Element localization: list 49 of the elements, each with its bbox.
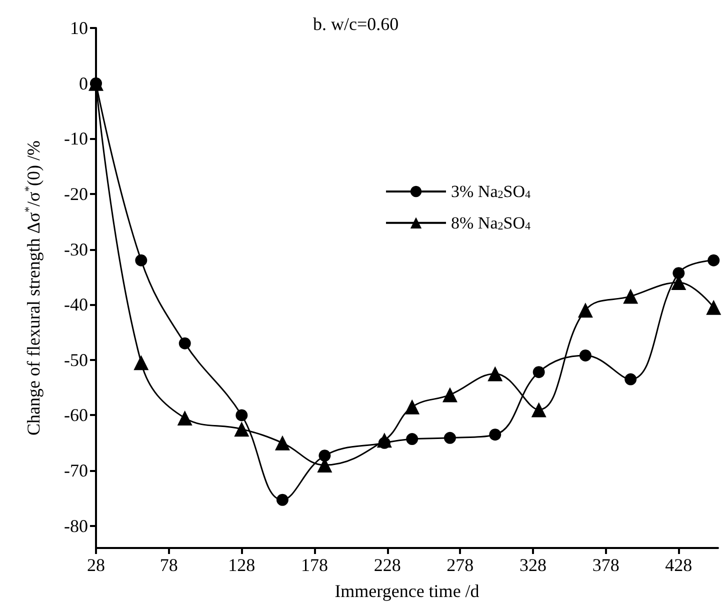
point xyxy=(708,254,720,266)
x-tick-label: 328 xyxy=(520,555,546,575)
point xyxy=(444,432,456,444)
point xyxy=(378,436,390,449)
x-tick-label: 28 xyxy=(87,555,105,575)
legend-label: 8% Na2SO4 xyxy=(451,213,531,232)
y-tick-label: -60 xyxy=(64,405,88,426)
point xyxy=(236,409,248,422)
point xyxy=(276,494,288,506)
x-tick-label: 278 xyxy=(446,555,474,575)
y-tick-label: -50 xyxy=(64,350,88,370)
point xyxy=(404,399,420,414)
x-tick-label: 378 xyxy=(592,555,620,575)
point xyxy=(624,373,637,386)
point xyxy=(406,433,418,446)
x-tick-label: 128 xyxy=(228,555,256,575)
y-tick-label: -20 xyxy=(64,184,88,204)
y-tick-label: -30 xyxy=(64,239,88,260)
point xyxy=(274,435,290,450)
y-tick-label: -40 xyxy=(64,294,88,315)
point xyxy=(318,450,331,462)
point xyxy=(134,355,149,370)
point xyxy=(578,302,593,318)
y-tick-label: 0 xyxy=(79,73,88,94)
x-tick-label: 428 xyxy=(665,555,692,575)
point xyxy=(623,288,638,304)
x-axis-title: Immergence time /d xyxy=(334,581,480,601)
y-axis-title: Change of flexural strength Δσ*/σ*(0) /% xyxy=(22,140,44,436)
x-tick-label: 78 xyxy=(160,555,178,575)
point xyxy=(178,337,191,350)
point xyxy=(706,300,722,315)
point xyxy=(488,366,503,382)
x-tick-label: 228 xyxy=(374,555,401,575)
point xyxy=(177,410,192,426)
y-tick-label: 10 xyxy=(70,18,88,38)
point xyxy=(672,267,685,280)
legend-label: 3% Na2SO4 xyxy=(451,182,531,201)
chart-title: b. w/c=0.60 xyxy=(313,14,399,34)
y-tick-label: -10 xyxy=(64,128,88,149)
point xyxy=(579,349,592,362)
point xyxy=(442,387,458,402)
point xyxy=(135,254,148,266)
point xyxy=(234,422,250,437)
point xyxy=(532,366,545,378)
y-tick-label: -70 xyxy=(64,460,88,481)
point xyxy=(531,402,546,418)
y-tick-label: -80 xyxy=(64,516,88,536)
x-tick-label: 178 xyxy=(301,555,328,575)
point xyxy=(489,428,502,441)
